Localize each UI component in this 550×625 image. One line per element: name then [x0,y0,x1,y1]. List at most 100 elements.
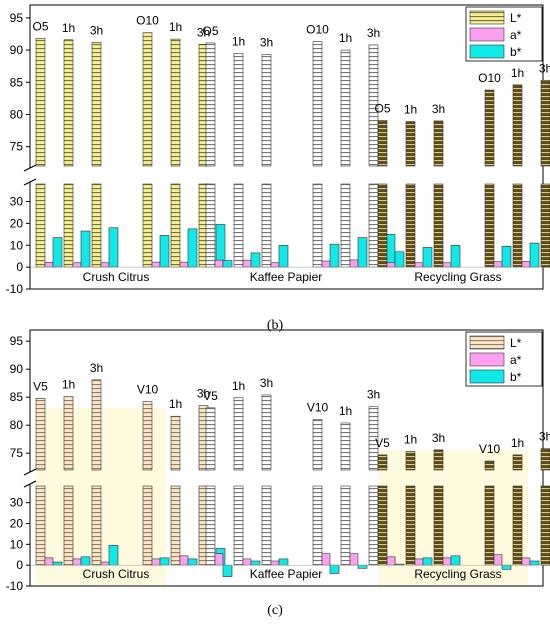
bar-a [442,262,452,268]
bar-b [278,558,289,566]
legend-swatch [469,10,505,25]
bar-L [377,119,388,167]
bar-L [433,183,444,268]
legend-swatch [469,335,505,350]
bar-L [405,183,416,268]
bar-a [242,558,252,566]
bar-L [91,485,102,566]
y-tick-label: -10 [6,579,24,593]
bar-a [72,558,82,566]
bar-b [329,243,340,268]
bar-L [340,422,351,471]
sample-label: 1h [511,66,524,80]
bar-a [179,261,189,268]
bar-L [377,454,388,471]
bar-b [80,556,91,566]
bar-L [512,485,523,566]
bar-b [357,564,368,569]
bar-a [214,259,224,268]
sample-label: 3h [90,23,103,37]
bar-L [484,485,495,566]
panel-c-label: (c) [267,603,283,618]
y-tick-label: 75 [10,446,24,460]
y-tick-label: 0 [16,260,23,274]
legend-label: a* [510,353,522,367]
legend-swatch [469,44,505,59]
bar-L [340,485,351,566]
bar-L [63,183,74,268]
group-label: Recycling Grass [414,567,501,581]
bar-b [52,561,63,566]
sample-label: V10 [479,442,501,456]
axis-break-mark [23,178,37,186]
bar-b [250,252,261,268]
bar-a [321,260,331,268]
sample-label: 1h [62,21,75,35]
bar-b [357,237,368,268]
bar-L [35,485,46,566]
bar-L [405,451,416,471]
bar-L [205,42,216,167]
bar-a [493,261,503,268]
bar-L [261,183,272,268]
bar-L [340,49,351,167]
bar-L [433,485,444,566]
bar-b [159,557,170,566]
bar-L [35,183,46,268]
bar-L [405,121,416,167]
sample-label: 3h [367,26,380,40]
bar-L [377,183,388,268]
bar-b [422,247,433,268]
bar-a [72,262,82,268]
y-tick-label: 20 [10,517,24,531]
bar-L [142,485,153,566]
y-tick-label: 80 [10,107,24,121]
sample-label: 3h [539,61,550,75]
bar-b [394,251,405,268]
group-label: Crush Citrus [83,270,150,284]
bar-a [321,553,331,566]
axis-break-gap [26,168,36,182]
sample-label: 3h [539,430,550,444]
y-tick-label: 20 [10,216,24,230]
sample-label: O5 [32,19,48,33]
sample-label: O10 [478,71,501,85]
bar-L [63,396,74,471]
bar-b [329,564,340,574]
bar-b [250,560,261,566]
bar-L [261,485,272,566]
bar-L [91,379,102,471]
bar-L [512,183,523,268]
bar-L [63,39,74,167]
legend-label: b* [510,45,522,59]
y-tick-label: 90 [10,362,24,376]
bar-b [80,230,91,268]
bar-L [205,407,216,471]
axis-break-mark [23,164,37,172]
bar-b [422,557,433,566]
sample-label: 1h [169,397,182,411]
bar-L [142,32,153,167]
sample-label: 3h [197,387,210,401]
bar-a [521,261,531,268]
legend-swatch [469,352,505,367]
bar-L [312,419,323,471]
bar-L [368,406,379,471]
panel-b-label: (b) [266,318,284,333]
bar-a [44,262,54,268]
sample-label: O10 [136,14,159,28]
sample-label: V10 [137,383,159,397]
bar-L [368,485,379,566]
legend: L* a* b* [465,331,543,387]
bar-L [261,54,272,167]
bar-a [270,560,280,566]
y-tick-label: -10 [6,282,24,296]
bar-b [222,564,233,577]
y-tick-label: 30 [10,195,24,209]
y-tick-label: 75 [10,140,24,154]
legend-swatch [469,27,505,42]
bar-b [187,558,198,566]
axis-break-mark [23,480,37,488]
y-tick-label: 0 [16,558,23,572]
bar-b [52,237,63,268]
